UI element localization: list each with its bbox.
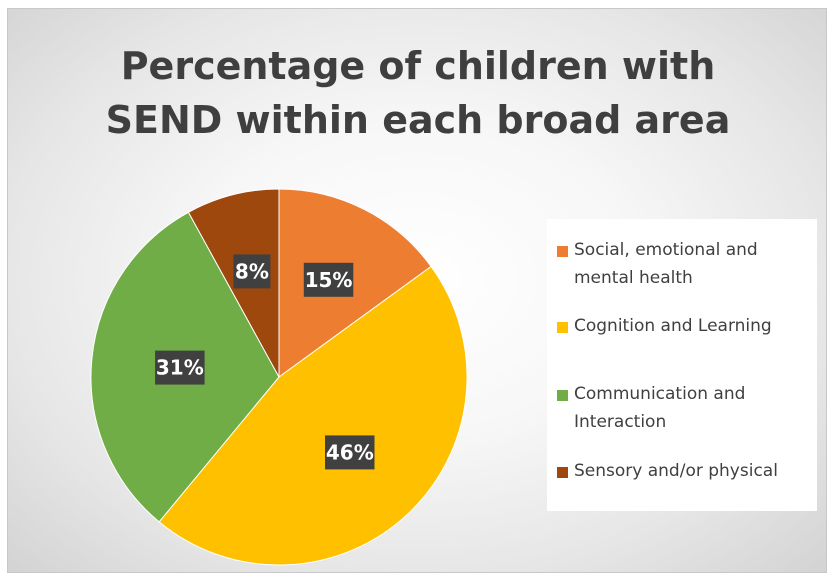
- data-label: 15%: [303, 262, 354, 297]
- chart-title-line-1: Percentage of children with: [120, 44, 716, 88]
- chart-title: Percentage of children with SEND within …: [8, 39, 828, 147]
- data-label-box: [325, 435, 375, 470]
- data-label-text: 15%: [305, 268, 353, 292]
- pie-slice-social-emotional: [278, 188, 432, 378]
- legend-item-communication: Communication and Interaction: [557, 384, 812, 436]
- legend-label: Cognition and Learning: [574, 316, 772, 336]
- legend-item-sensory-physical: Sensory and/or physical: [557, 461, 812, 485]
- legend: Social, emotional and mental health Cogn…: [547, 219, 817, 511]
- data-label-box: [303, 262, 354, 297]
- legend-label: Communication and: [574, 384, 746, 404]
- legend-swatch: [557, 390, 568, 401]
- pie-slice-cognition: [158, 265, 468, 566]
- data-label: 8%: [233, 254, 271, 289]
- chart-area: Percentage of children with SEND within …: [7, 8, 827, 573]
- data-label: 46%: [325, 435, 375, 470]
- data-label-text: 8%: [235, 259, 269, 283]
- legend-label: Sensory and/or physical: [574, 461, 778, 481]
- legend-label: Interaction: [574, 412, 667, 432]
- legend-swatch: [557, 246, 568, 257]
- legend-swatch: [557, 322, 568, 333]
- data-label-box: [233, 254, 271, 289]
- data-label-box: [155, 350, 205, 385]
- pie-chart: 15% 46% 31% 8%: [90, 188, 468, 566]
- legend-swatch: [557, 467, 568, 478]
- legend-label: mental health: [574, 268, 693, 288]
- data-label: 31%: [155, 350, 205, 385]
- data-label-text: 46%: [326, 440, 374, 464]
- data-label-text: 31%: [156, 356, 204, 380]
- legend-item-social-emotional: Social, emotional and mental health: [557, 240, 812, 292]
- legend-item-cognition: Cognition and Learning: [557, 316, 812, 340]
- legend-label: Social, emotional and: [574, 240, 758, 260]
- chart-title-line-2: SEND within each broad area: [105, 98, 731, 142]
